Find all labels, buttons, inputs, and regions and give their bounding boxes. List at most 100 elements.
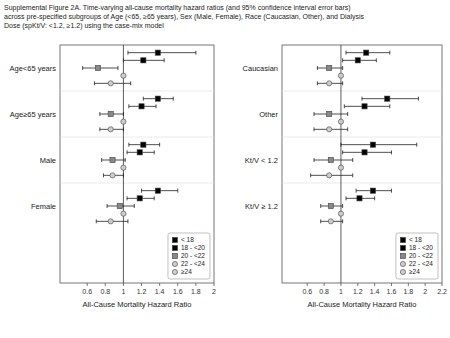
error-bar — [100, 112, 124, 116]
error-bar — [96, 219, 128, 223]
x-tick — [324, 283, 325, 286]
x-tick-label: 1.2 — [353, 288, 363, 295]
x-tick-label: 0.8 — [100, 288, 110, 295]
error-bar — [127, 196, 154, 200]
legend-label: 22 - <24 — [181, 260, 205, 267]
error-bar — [317, 81, 342, 85]
plot-frame — [60, 45, 214, 283]
point — [327, 127, 332, 132]
x-tick — [425, 283, 426, 286]
point — [121, 211, 126, 216]
legend-label: 22 - <24 — [409, 260, 433, 267]
legend-marker — [400, 245, 405, 250]
point — [338, 165, 343, 170]
band-divider — [60, 91, 214, 92]
error-bar — [314, 127, 348, 131]
error-bar — [123, 58, 164, 62]
x-tick-label: 0.6 — [82, 288, 92, 295]
x-tick-label: 1.6 — [387, 288, 397, 295]
x-tick — [442, 283, 443, 286]
x-tick — [340, 283, 341, 286]
point — [110, 173, 115, 178]
point — [139, 104, 144, 109]
x-tick — [374, 283, 375, 286]
point — [328, 203, 333, 208]
point — [327, 173, 332, 178]
point — [108, 219, 113, 224]
category-label: Other — [259, 110, 278, 119]
point — [364, 50, 369, 55]
x-tick-label: 1.6 — [173, 288, 183, 295]
title: across pre-specified subgroups of Age (<… — [4, 13, 365, 21]
legend-label: 18 - <20 — [181, 244, 205, 251]
legend-marker — [400, 269, 405, 274]
point — [108, 81, 113, 86]
error-bar — [127, 150, 154, 154]
legend-marker — [172, 253, 177, 258]
x-tick-label: 2 — [423, 288, 427, 295]
x-tick — [307, 283, 308, 286]
point — [338, 119, 343, 124]
point — [357, 196, 362, 201]
x-tick — [195, 283, 196, 286]
point — [117, 203, 122, 208]
x-tick — [105, 283, 106, 286]
error-bar — [346, 196, 375, 200]
error-bar — [321, 204, 343, 208]
point — [370, 142, 375, 147]
x-tick-label: 2.2 — [437, 288, 447, 295]
legend-marker — [172, 237, 177, 242]
x-tick — [141, 283, 142, 286]
x-tick-label: 1.4 — [370, 288, 380, 295]
legend-marker — [172, 245, 177, 250]
category-label: Age<65 years — [10, 64, 57, 73]
point — [121, 165, 126, 170]
legend-label: ≥24 — [181, 268, 192, 275]
point — [338, 73, 343, 78]
legend-label: 20 - <22 — [409, 252, 433, 259]
legend-label: 20 - <22 — [181, 252, 205, 259]
point — [121, 119, 126, 124]
chart: Supplemental Figure 2A. Time-varying all… — [0, 0, 450, 338]
point — [95, 65, 100, 70]
x-tick-label: 1 — [121, 288, 125, 295]
error-bar — [107, 204, 134, 208]
x-tick — [357, 283, 358, 286]
x-tick — [159, 283, 160, 286]
x-tick — [391, 283, 392, 286]
point — [108, 127, 113, 132]
error-bar — [142, 189, 178, 193]
panel: 0.60.811.21.41.61.82All-Cause Mortality … — [10, 45, 217, 309]
error-bar — [314, 158, 353, 162]
category-label: Kt/V < 1.2 — [245, 156, 278, 165]
category-label: Male — [40, 156, 56, 165]
error-bar — [343, 58, 377, 62]
point — [328, 219, 333, 224]
plot-frame — [282, 45, 442, 283]
error-bar — [356, 189, 391, 193]
point — [362, 150, 367, 155]
point — [108, 111, 113, 116]
legend: < 1818 - <2020 - <2222 - <24≥24 — [396, 233, 438, 279]
error-bar — [102, 158, 126, 162]
legend-frame — [396, 233, 438, 279]
error-bar — [129, 143, 160, 147]
point — [370, 188, 375, 193]
x-tick-label: 1 — [339, 288, 343, 295]
point — [155, 188, 160, 193]
x-axis-label: All-Cause Mortality Hazard Ratio — [308, 300, 417, 309]
error-bar — [341, 143, 417, 147]
title: Dose (spKt/V: <1.2, ≥1.2) using the case… — [4, 22, 164, 30]
band-divider — [282, 137, 442, 138]
legend-label: < 18 — [409, 236, 422, 243]
x-tick-label: 1.2 — [137, 288, 147, 295]
legend-marker — [172, 261, 177, 266]
point — [362, 104, 367, 109]
error-bar — [83, 66, 118, 70]
point — [141, 58, 146, 63]
x-axis-label: All-Cause Mortality Hazard Ratio — [83, 300, 192, 309]
point — [328, 157, 333, 162]
x-tick-label: 1.4 — [155, 288, 165, 295]
category-label: Caucasian — [243, 64, 278, 73]
point — [155, 50, 160, 55]
